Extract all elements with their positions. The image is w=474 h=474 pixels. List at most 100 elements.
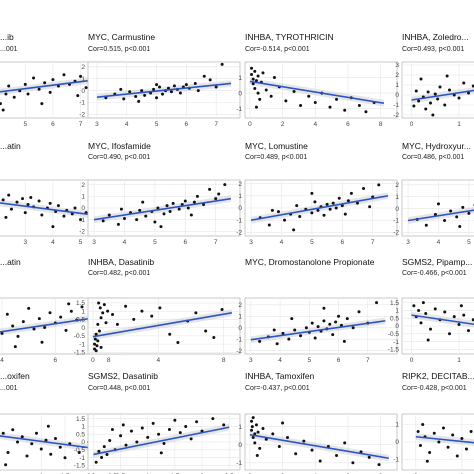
data-point xyxy=(21,320,25,324)
data-point xyxy=(162,442,166,446)
data-point xyxy=(121,423,125,427)
data-point xyxy=(346,199,350,203)
data-point xyxy=(258,97,262,101)
y-tick-label: -1 xyxy=(393,102,399,109)
data-point xyxy=(429,327,432,331)
data-point xyxy=(140,426,144,430)
data-point xyxy=(172,84,176,88)
y-tick-label: 0.5 xyxy=(390,315,399,322)
data-point xyxy=(343,441,347,445)
data-point xyxy=(464,447,468,451)
x-tick-label: 3 xyxy=(249,357,253,364)
panel-correlation: Cor=0.493, p<0.001 xyxy=(402,46,464,53)
data-point xyxy=(23,82,27,86)
data-point xyxy=(222,423,226,427)
data-point xyxy=(452,315,456,319)
data-point xyxy=(67,302,71,306)
data-point xyxy=(421,423,425,426)
data-point xyxy=(110,428,114,432)
data-point xyxy=(189,213,193,217)
data-point xyxy=(177,207,181,211)
y-tick-label: 1 xyxy=(395,308,399,315)
data-point xyxy=(152,87,156,91)
data-point xyxy=(223,183,227,187)
data-point xyxy=(462,81,466,85)
x-tick-label: 7 xyxy=(79,121,83,128)
y-tick-label: 0 xyxy=(395,206,399,213)
data-point xyxy=(40,102,44,106)
y-tick-label: 1 xyxy=(238,313,242,320)
data-point xyxy=(328,105,332,109)
data-point xyxy=(48,90,52,94)
x-tick-label: 6 xyxy=(337,357,341,364)
data-point xyxy=(443,310,447,314)
regression-line xyxy=(407,209,474,222)
panel-title: MYC, Hydroxyur... xyxy=(402,141,471,151)
data-point xyxy=(264,88,268,92)
data-point xyxy=(76,94,80,98)
data-point xyxy=(335,97,339,101)
y-tick-label: -0.5 xyxy=(74,447,86,454)
panel-correlation: Cor=-0.466, p<0.001 xyxy=(402,270,467,277)
data-point xyxy=(93,342,97,346)
regression-line xyxy=(411,89,474,101)
data-point xyxy=(37,199,41,203)
data-point xyxy=(343,212,347,216)
data-point xyxy=(271,432,275,436)
data-point xyxy=(168,332,172,336)
data-point xyxy=(58,445,62,449)
data-point xyxy=(436,202,440,206)
data-point xyxy=(63,456,67,460)
data-point xyxy=(135,218,139,222)
data-point xyxy=(258,446,262,450)
data-point xyxy=(431,113,435,117)
data-point xyxy=(49,452,53,456)
data-point xyxy=(310,191,314,195)
panel-title: ...atin xyxy=(0,141,21,151)
y-tick-label: 0.5 xyxy=(76,431,85,438)
panel-title: MYC, Lomustine xyxy=(245,141,308,151)
data-point xyxy=(460,437,464,440)
data-point xyxy=(26,203,30,206)
data-point xyxy=(414,89,418,93)
data-point xyxy=(138,208,142,212)
data-point xyxy=(99,316,103,320)
data-point xyxy=(253,441,257,445)
scatter-panel: 0 2 4 6 8 -1 0 1 INHBA, TYROTHRICIN Cor=-0.514, p… xyxy=(236,32,398,128)
y-tick-label: 1 xyxy=(395,82,399,89)
y-tick-label: -1 xyxy=(393,457,399,464)
data-point xyxy=(0,102,2,106)
y-tick-label: -0.5 xyxy=(74,333,86,340)
x-tick-label: 8 xyxy=(222,357,226,364)
data-point xyxy=(316,325,320,329)
data-point xyxy=(156,206,160,210)
y-tick-label: 0 xyxy=(238,442,242,449)
data-point xyxy=(159,225,163,229)
data-point xyxy=(5,312,9,316)
data-point xyxy=(295,204,299,208)
data-point xyxy=(7,84,11,88)
y-tick-label: -1 xyxy=(79,100,85,107)
scatter-panel: 3 4 5 6 7 -2 -1 0 1 2 MYC, Carmustine Cor=0.515, p<… xyxy=(79,32,241,128)
data-point xyxy=(155,96,159,100)
data-point xyxy=(284,99,288,103)
data-point xyxy=(432,431,436,435)
data-point xyxy=(458,224,462,228)
y-tick-label: 1 xyxy=(238,193,242,200)
data-point xyxy=(316,208,320,212)
data-point xyxy=(108,438,112,442)
x-tick-label: 2 xyxy=(281,121,285,128)
data-point xyxy=(250,428,254,432)
data-point xyxy=(94,349,98,353)
data-point xyxy=(97,301,101,305)
data-point xyxy=(40,213,44,217)
data-point xyxy=(94,332,98,336)
data-point xyxy=(448,88,451,92)
data-point xyxy=(318,459,322,463)
data-point xyxy=(195,420,199,424)
data-point xyxy=(101,219,105,223)
data-point xyxy=(141,200,145,204)
